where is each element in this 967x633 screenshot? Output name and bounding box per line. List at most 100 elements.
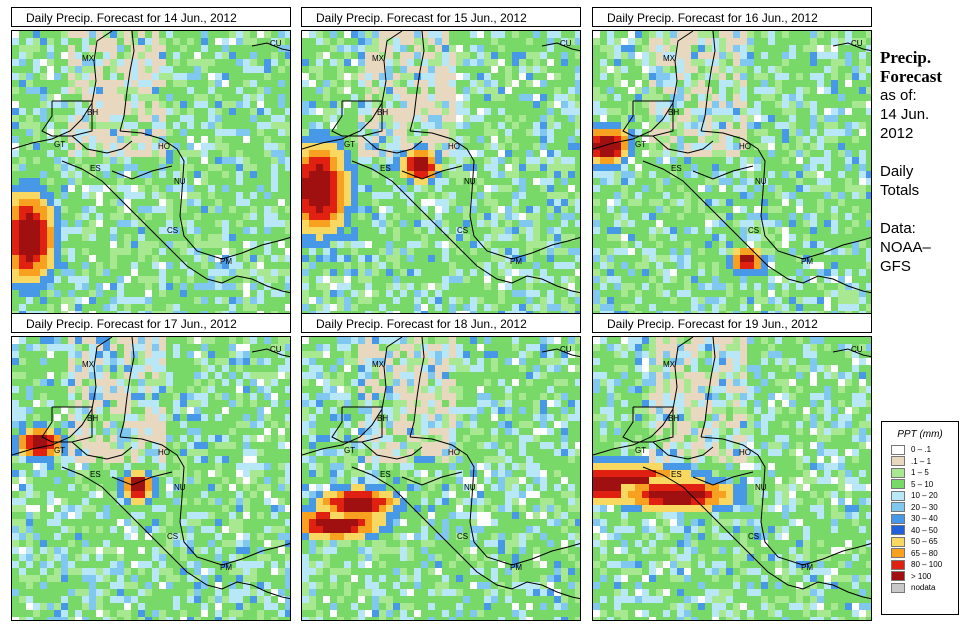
legend-label: 20 – 30 — [911, 502, 938, 512]
legend-item: .1 – 1 — [882, 456, 958, 468]
country-label: PM — [510, 257, 522, 266]
legend-item: > 100 — [882, 571, 958, 583]
country-label: ES — [90, 164, 101, 173]
country-label: BH — [377, 108, 388, 117]
legend-item: 65 – 80 — [882, 548, 958, 560]
legend-swatch — [891, 582, 905, 593]
panel-title: Daily Precip. Forecast for 14 Jun., 2012 — [11, 7, 291, 27]
sidebar-title-line2: Forecast — [880, 67, 942, 86]
legend-swatch — [891, 571, 905, 582]
legend-label: .1 – 1 — [911, 456, 932, 466]
country-label: CS — [457, 226, 468, 235]
country-label: GT — [344, 140, 355, 149]
country-label: NU — [174, 483, 186, 492]
country-label: CU — [270, 39, 282, 48]
legend-item: 0 – .1 — [882, 444, 958, 456]
country-label: MX — [663, 360, 676, 369]
country-label: MX — [372, 360, 385, 369]
country-label: HO — [448, 448, 460, 457]
country-label: MX — [82, 360, 95, 369]
forecast-panel: Daily Precip. Forecast for 19 Jun., 2012… — [592, 313, 872, 621]
country-label: BH — [87, 108, 98, 117]
legend-item: 50 – 65 — [882, 536, 958, 548]
legend-item: 40 – 50 — [882, 525, 958, 537]
country-label: CU — [851, 345, 863, 354]
legend-swatch — [891, 467, 905, 478]
country-label: BH — [377, 414, 388, 423]
legend-swatch — [891, 490, 905, 501]
country-label: ES — [380, 470, 391, 479]
country-label: PM — [220, 257, 232, 266]
legend-swatch — [891, 513, 905, 524]
legend-item: 5 – 10 — [882, 479, 958, 491]
precip-map: MX CU BH GT HO ES NU CS PM — [592, 30, 872, 315]
precip-map: MX CU BH GT HO ES NU CS PM — [592, 336, 872, 621]
legend-label: 80 – 100 — [911, 560, 943, 570]
country-label: CS — [748, 226, 759, 235]
precip-map: MX CU BH GT HO ES NU CS PM — [301, 30, 581, 315]
legend-item: nodata — [882, 582, 958, 594]
totals-label: Totals — [880, 182, 920, 199]
forecast-panel: Daily Precip. Forecast for 18 Jun., 2012… — [301, 313, 581, 621]
country-label: CU — [560, 39, 572, 48]
forecast-panel: Daily Precip. Forecast for 15 Jun., 2012… — [301, 7, 581, 315]
country-label: CS — [167, 532, 178, 541]
legend-swatch — [891, 525, 905, 536]
data-source-2: GFS — [880, 258, 911, 275]
legend-label: 0 – .1 — [911, 445, 932, 455]
asof-label: as of: — [880, 87, 917, 104]
country-label: ES — [671, 164, 682, 173]
legend-swatch — [891, 559, 905, 570]
legend-item: 10 – 20 — [882, 490, 958, 502]
country-label: MX — [82, 54, 95, 63]
legend-label: 5 – 10 — [911, 479, 934, 489]
legend-label: 40 – 50 — [911, 525, 938, 535]
forecast-panel: Daily Precip. Forecast for 17 Jun., 2012… — [11, 313, 291, 621]
legend-label: 30 – 40 — [911, 514, 938, 524]
legend-label: 10 – 20 — [911, 491, 938, 501]
legend-item: 20 – 30 — [882, 502, 958, 514]
country-label: ES — [380, 164, 391, 173]
precip-map: MX CU BH GT HO ES NU CS PM — [301, 336, 581, 621]
country-label: CS — [457, 532, 468, 541]
country-label: HO — [448, 142, 460, 151]
legend-label: nodata — [911, 583, 936, 593]
legend-swatch — [891, 536, 905, 547]
legend-item: 30 – 40 — [882, 513, 958, 525]
legend-label: > 100 — [911, 571, 932, 581]
country-label: MX — [372, 54, 385, 63]
country-label: BH — [668, 108, 679, 117]
country-label: MX — [663, 54, 676, 63]
country-label: GT — [635, 140, 646, 149]
sidebar-info: Precip. Forecast as of: 14 Jun. 2012 Dai… — [880, 48, 966, 276]
panel-title: Daily Precip. Forecast for 18 Jun., 2012 — [301, 313, 581, 333]
country-label: GT — [54, 446, 65, 455]
precip-map: MX CU BH GT HO ES NU CS PM — [11, 336, 291, 621]
country-label: PM — [801, 257, 813, 266]
forecast-panel: Daily Precip. Forecast for 14 Jun., 2012… — [11, 7, 291, 315]
country-label: CU — [270, 345, 282, 354]
country-label: GT — [635, 446, 646, 455]
legend-swatch — [891, 479, 905, 490]
sidebar-title-line1: Precip. — [880, 48, 932, 67]
country-label: CU — [560, 345, 572, 354]
legend-swatch — [891, 502, 905, 513]
data-label: Data: — [880, 220, 916, 237]
country-label: CU — [851, 39, 863, 48]
data-source-1: NOAA– — [880, 239, 931, 256]
country-label: NU — [464, 177, 476, 186]
daily-label: Daily — [880, 163, 914, 180]
country-label: CS — [748, 532, 759, 541]
country-label: BH — [668, 414, 679, 423]
legend-label: 1 – 5 — [911, 468, 929, 478]
country-label: GT — [54, 140, 65, 149]
country-label: HO — [739, 448, 751, 457]
country-label: GT — [344, 446, 355, 455]
legend-label: 65 – 80 — [911, 548, 938, 558]
panel-title: Daily Precip. Forecast for 15 Jun., 2012 — [301, 7, 581, 27]
panel-title: Daily Precip. Forecast for 17 Jun., 2012 — [11, 313, 291, 333]
asof-year: 2012 — [880, 125, 914, 142]
country-label: HO — [158, 142, 170, 151]
legend-item: 80 – 100 — [882, 559, 958, 571]
